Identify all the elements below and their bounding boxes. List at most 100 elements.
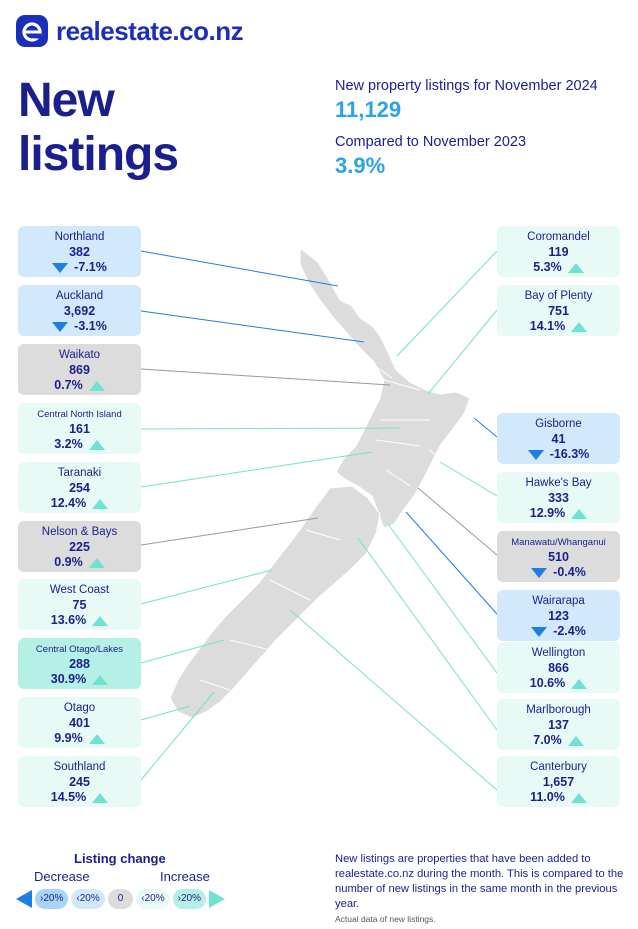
region-name: Taranaki <box>57 467 102 479</box>
arrow-right-icon <box>209 890 225 908</box>
south-island-shape <box>169 485 381 719</box>
decrease-icon <box>52 262 69 273</box>
region-count: 382 <box>69 245 90 259</box>
region-card-coromandel: Coromandel 119 5.3% <box>497 226 620 277</box>
region-name: Wairarapa <box>532 595 585 607</box>
region-name: Canterbury <box>530 761 587 773</box>
region-name: Central Otago/Lakes <box>35 644 124 655</box>
region-name: Hawke's Bay <box>525 477 592 489</box>
region-count: 3,692 <box>63 304 96 318</box>
region-name: Nelson & Bays <box>41 526 118 538</box>
region-change: 13.6% <box>50 613 87 627</box>
region-count: 75 <box>72 598 87 612</box>
region-card-northland: Northland 382 -7.1% <box>18 226 141 277</box>
increase-icon <box>571 508 588 519</box>
legend-title: Listing change <box>74 851 166 866</box>
increase-icon <box>92 674 109 685</box>
increase-icon <box>88 439 105 450</box>
arrow-left-icon <box>16 890 32 908</box>
region-change: 10.6% <box>529 676 566 690</box>
region-card-otago: Otago 401 9.9% <box>18 697 141 748</box>
legend-pill-increase: ‹20% <box>136 889 170 909</box>
region-count: 510 <box>548 550 569 564</box>
region-name: Wellington <box>531 647 586 659</box>
legend-scale: ›20% ‹20% 0 ‹20% ›20% <box>16 889 225 909</box>
brand-name: realestate.co.nz <box>56 15 244 46</box>
region-card-canterbury: Canterbury 1,657 11.0% <box>497 756 620 807</box>
region-card-marlborough: Marlborough 137 7.0% <box>497 699 620 750</box>
region-change: -0.4% <box>553 565 586 579</box>
region-count: 1,657 <box>542 775 575 789</box>
logo[interactable]: realestate.co.nz <box>16 15 244 47</box>
region-card-central-north-island: Central North Island 161 3.2% <box>18 403 141 454</box>
region-name: Otago <box>63 702 96 714</box>
listings-label: New property listings for November 2024 <box>335 78 598 94</box>
region-card-hawkes-bay: Hawke's Bay 333 12.9% <box>497 472 620 523</box>
decrease-icon <box>52 321 69 332</box>
region-change: 3.2% <box>54 437 83 451</box>
increase-icon <box>88 557 105 568</box>
region-card-southland: Southland 245 14.5% <box>18 756 141 807</box>
decrease-icon <box>531 626 548 637</box>
legend-pill-large-decrease: ›20% <box>35 889 69 909</box>
region-change: 11.0% <box>530 790 565 804</box>
region-change: 14.1% <box>529 319 566 333</box>
region-count: 245 <box>69 775 90 789</box>
footnote-source: Actual data of new listings. <box>335 914 436 924</box>
increase-icon <box>88 733 105 744</box>
region-change: 12.4% <box>50 496 87 510</box>
region-name: Gisborne <box>535 418 582 430</box>
decrease-icon <box>531 567 548 578</box>
region-count: 333 <box>548 491 569 505</box>
region-name: Auckland <box>55 290 104 302</box>
decrease-icon <box>527 449 544 460</box>
legend-pill-large-increase: ›20% <box>172 889 206 909</box>
region-card-waikato: Waikato 869 0.7% <box>18 344 141 395</box>
region-card-bay-of-plenty: Bay of Plenty 751 14.1% <box>497 285 620 336</box>
region-change: -2.4% <box>553 624 586 638</box>
region-count: 137 <box>548 718 569 732</box>
region-change: 14.5% <box>50 790 87 804</box>
region-card-manawatu-whanganui: Manawatu/Whanganui 510 -0.4% <box>497 531 620 582</box>
region-card-auckland: Auckland 3,692 -3.1% <box>18 285 141 336</box>
region-count: 161 <box>69 422 90 436</box>
region-count: 254 <box>69 481 90 495</box>
region-card-wairarapa: Wairarapa 123 -2.4% <box>497 590 620 641</box>
increase-icon <box>570 792 587 803</box>
legend-increase-label: Increase <box>160 869 210 884</box>
increase-icon <box>92 498 109 509</box>
region-change: -16.3% <box>549 447 590 461</box>
region-name: Northland <box>54 231 105 243</box>
footnote: New listings are properties that have be… <box>335 853 624 910</box>
region-count: 869 <box>69 363 90 377</box>
increase-icon <box>88 380 105 391</box>
region-change: 5.3% <box>533 260 562 274</box>
region-card-gisborne: Gisborne 41 -16.3% <box>497 413 620 464</box>
region-change: 9.9% <box>54 731 83 745</box>
increase-icon <box>571 678 588 689</box>
region-change: -3.1% <box>74 319 107 333</box>
region-count: 866 <box>548 661 569 675</box>
region-card-taranaki: Taranaki 254 12.4% <box>18 462 141 513</box>
region-count: 123 <box>548 609 569 623</box>
region-count: 751 <box>548 304 569 318</box>
region-count: 119 <box>548 245 569 259</box>
legend-pill-zero: 0 <box>107 889 134 909</box>
increase-icon <box>92 792 109 803</box>
region-card-central-otago-lakes: Central Otago/Lakes 288 30.9% <box>18 638 141 689</box>
region-name: Bay of Plenty <box>524 290 593 302</box>
comparison-label: Compared to November 2023 <box>335 134 527 150</box>
region-name: Manawatu/Whanganui <box>511 537 606 548</box>
region-name: West Coast <box>49 584 110 596</box>
legend-pill-decrease: ‹20% <box>71 889 105 909</box>
region-name: Central North Island <box>37 409 122 420</box>
listings-value: 11,129 <box>335 97 402 122</box>
increase-icon <box>92 615 109 626</box>
region-name: Southland <box>53 761 106 773</box>
region-count: 401 <box>69 716 90 730</box>
region-change: 12.9% <box>529 506 566 520</box>
region-count: 225 <box>69 540 90 554</box>
logo-mark-icon <box>16 15 48 47</box>
north-island-shape <box>299 246 471 529</box>
